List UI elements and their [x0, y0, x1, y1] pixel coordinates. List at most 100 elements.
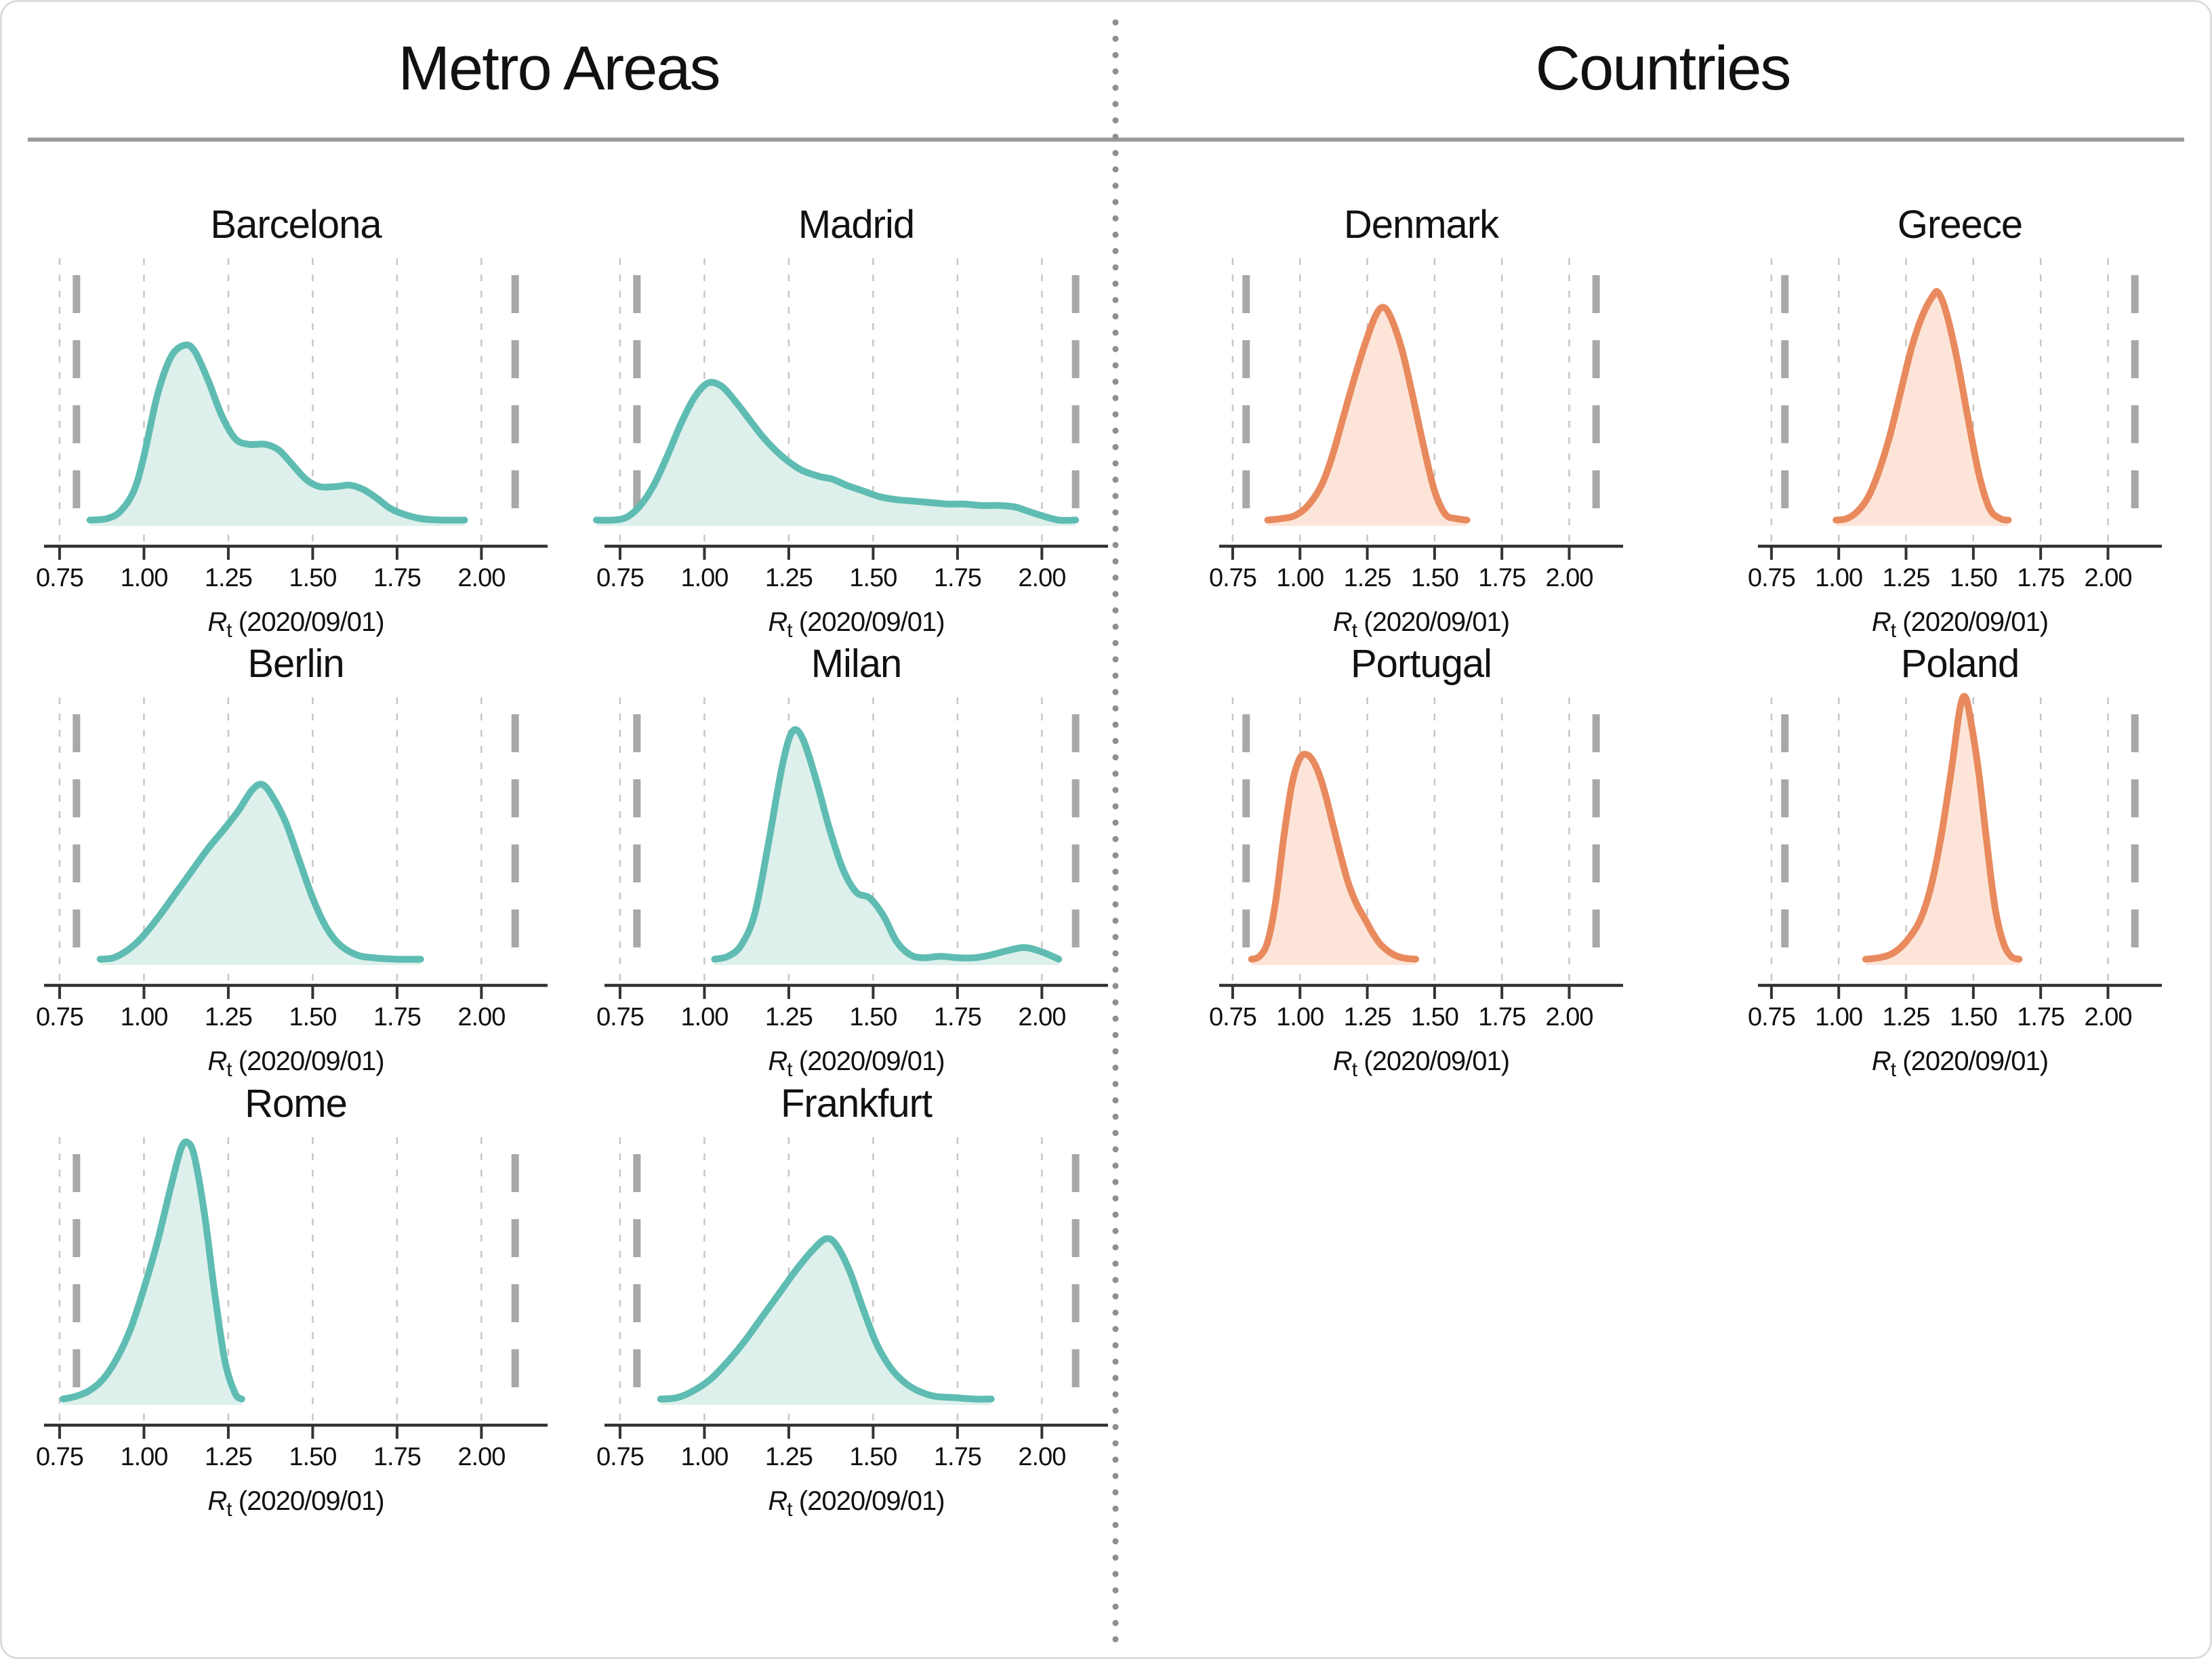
kde-curve [711, 726, 1063, 963]
kde-curve [1832, 287, 2012, 524]
subplot-title: Denmark [1344, 203, 1500, 247]
x-axis-tick-label: 2.00 [1546, 564, 1593, 592]
x-axis-tick-label: 1.00 [1815, 1003, 1862, 1031]
x-axis-tick-label: 1.00 [1815, 564, 1862, 592]
x-axis-label: Rt (2020/09/01) [1333, 1046, 1509, 1081]
kde-curve [96, 781, 424, 963]
kde-curve [1248, 750, 1420, 963]
x-axis-tick-label: 2.00 [2085, 564, 2132, 592]
x-axis-tick-label: 1.75 [2017, 1003, 2064, 1031]
kde-curve [86, 341, 468, 524]
subplot-title: Greece [1898, 203, 2022, 247]
x-axis-tick-label: 1.50 [1411, 1003, 1458, 1031]
section-divider-dotted-line [1112, 19, 1119, 1645]
subplot-barcelona: 0.75 1.00 1.25 1.50 1.75 2.00 Rt (2020/09/01) B… [36, 203, 548, 642]
subplot-frankfurt: 0.75 1.00 1.25 1.50 1.75 2.00 Rt (2020/09/01) F… [596, 1082, 1108, 1521]
x-axis-tick-label: 0.75 [596, 1003, 644, 1031]
kde-fill [62, 1141, 242, 1405]
x-axis-tick-label: 0.75 [36, 1443, 83, 1471]
section-title-countries: Countries [1535, 34, 1792, 103]
subplot-title: Barcelona [210, 203, 382, 247]
x-axis-tick-label: 2.00 [2085, 1003, 2132, 1031]
x-axis-label: Rt (2020/09/01) [1333, 607, 1509, 642]
x-axis-tick-label: 1.75 [934, 1003, 981, 1031]
x-axis-label: Rt (2020/09/01) [1872, 607, 2048, 642]
subplot-poland: 0.75 1.00 1.25 1.50 1.75 2.00 Rt (2020/09/01) P… [1748, 642, 2162, 1081]
x-axis-tick-label: 1.25 [1883, 1003, 1930, 1031]
section-title-metro-areas: Metro Areas [398, 34, 721, 103]
x-axis-tick-label: 1.50 [849, 1443, 897, 1471]
kde-curve [1862, 693, 2023, 963]
subplot-title: Poland [1901, 642, 2020, 686]
kde-fill [714, 729, 1059, 965]
subplot-berlin: 0.75 1.00 1.25 1.50 1.75 2.00 Rt (2020/09/01) B… [36, 642, 548, 1081]
x-axis-label: Rt (2020/09/01) [207, 607, 384, 642]
subplot-greece: 0.75 1.00 1.25 1.50 1.75 2.00 Rt (2020/09/01) G… [1748, 203, 2162, 642]
kde-fill [1836, 291, 2009, 526]
x-axis-tick-label: 0.75 [36, 564, 83, 592]
subplot-title: Berlin [247, 642, 344, 686]
subplot-denmark: 0.75 1.00 1.25 1.50 1.75 2.00 Rt (2020/09/01) D… [1209, 203, 1623, 642]
x-axis-tick-label: 1.75 [934, 564, 981, 592]
x-axis-tick-label: 1.50 [289, 1003, 336, 1031]
x-axis-tick-label: 1.50 [1411, 564, 1458, 592]
x-axis-tick-label: 1.25 [1344, 1003, 1391, 1031]
x-axis-tick-label: 0.75 [596, 564, 644, 592]
x-axis-tick-label: 1.50 [849, 564, 897, 592]
kde-curve [1264, 304, 1471, 524]
x-axis-tick-label: 1.75 [1478, 1003, 1525, 1031]
x-axis-tick-label: 0.75 [596, 1443, 644, 1471]
x-axis-tick-label: 1.50 [289, 1443, 336, 1471]
x-axis-tick-label: 1.25 [205, 1443, 252, 1471]
x-axis-tick-label: 1.75 [1478, 564, 1525, 592]
x-axis-tick-label: 2.00 [1018, 1443, 1065, 1471]
subplot-title: Rome [245, 1082, 347, 1126]
x-axis-tick-label: 1.25 [1883, 564, 1930, 592]
x-axis-tick-label: 0.75 [1209, 1003, 1256, 1031]
subplot-title: Frankfurt [781, 1082, 933, 1126]
x-axis-tick-label: 1.00 [680, 1443, 728, 1471]
x-axis-tick-label: 0.75 [1748, 564, 1795, 592]
x-axis-tick-label: 2.00 [1018, 1003, 1065, 1031]
x-axis-tick-label: 1.50 [1950, 1003, 1997, 1031]
kde-fill [660, 1238, 991, 1405]
x-axis-tick-label: 2.00 [1546, 1003, 1593, 1031]
subplot-portugal: 0.75 1.00 1.25 1.50 1.75 2.00 Rt (2020/09/01) P… [1209, 642, 1623, 1081]
x-axis-tick-label: 1.75 [373, 1003, 421, 1031]
x-axis-tick-label: 1.75 [934, 1443, 981, 1471]
kde-fill [89, 344, 465, 526]
x-axis-label: Rt (2020/09/01) [768, 1046, 944, 1081]
subplot-title: Milan [811, 642, 902, 686]
x-axis-tick-label: 1.00 [680, 1003, 728, 1031]
x-axis-tick-label: 2.00 [1018, 564, 1065, 592]
x-axis-label: Rt (2020/09/01) [1872, 1046, 2048, 1081]
x-axis-tick-label: 2.00 [457, 564, 505, 592]
kde-fill [1251, 754, 1416, 965]
kde-curve [657, 1235, 995, 1403]
x-axis-tick-label: 0.75 [36, 1003, 83, 1031]
x-axis-label: Rt (2020/09/01) [207, 1046, 384, 1081]
x-axis-tick-label: 1.50 [849, 1003, 897, 1031]
subplot-rome: 0.75 1.00 1.25 1.50 1.75 2.00 Rt (2020/09/01) R… [36, 1082, 548, 1521]
x-axis-tick-label: 1.25 [205, 564, 252, 592]
x-axis-tick-label: 1.25 [765, 1443, 813, 1471]
x-axis-tick-label: 1.00 [1276, 1003, 1324, 1031]
x-axis-tick-label: 1.25 [205, 1003, 252, 1031]
x-axis-tick-label: 1.75 [2017, 564, 2064, 592]
subplot-title: Portugal [1351, 642, 1492, 686]
subplot-madrid: 0.75 1.00 1.25 1.50 1.75 2.00 Rt (2020/09/01) M… [593, 203, 1108, 642]
x-axis-tick-label: 2.00 [457, 1003, 505, 1031]
subplot-milan: 0.75 1.00 1.25 1.50 1.75 2.00 Rt (2020/09/01) M… [596, 642, 1108, 1081]
x-axis-tick-label: 1.75 [373, 1443, 421, 1471]
x-axis-label: Rt (2020/09/01) [207, 1486, 384, 1521]
x-axis-tick-label: 1.25 [765, 1003, 813, 1031]
kde-fill [596, 382, 1076, 526]
x-axis-tick-label: 1.00 [120, 1443, 167, 1471]
x-axis-tick-label: 1.00 [120, 1003, 167, 1031]
x-axis-tick-label: 1.00 [680, 564, 728, 592]
x-axis-tick-label: 1.25 [1344, 564, 1391, 592]
x-axis-tick-label: 2.00 [457, 1443, 505, 1471]
x-axis-tick-label: 1.50 [289, 564, 336, 592]
kde-curve [593, 379, 1080, 524]
x-axis-label: Rt (2020/09/01) [768, 1486, 944, 1521]
